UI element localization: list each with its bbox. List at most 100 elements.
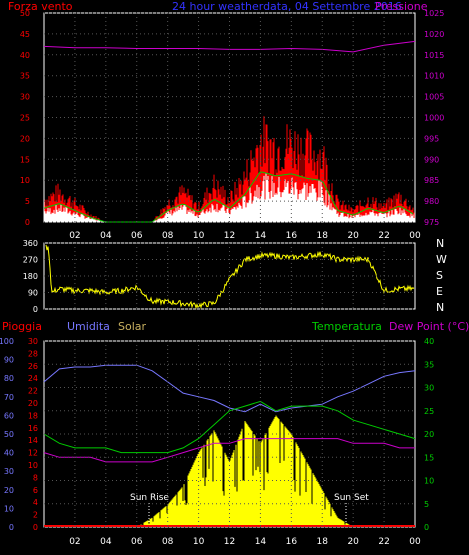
- legend-solar: Solar: [118, 320, 147, 333]
- header-left-label: Forza vento: [8, 0, 73, 13]
- direction-line: [45, 244, 415, 310]
- time-tick-label: 10: [193, 231, 205, 241]
- direction-compass-label: N: [436, 301, 444, 314]
- temperature-line: [43, 400, 416, 454]
- direction-compass-label: W: [436, 253, 447, 266]
- pressure-tick-label: 1005: [424, 93, 444, 102]
- pressure-tick-label: 1025: [424, 9, 444, 18]
- temperature-tick-label: 15: [424, 453, 434, 462]
- time-tick-label: 12: [224, 231, 235, 241]
- direction-tick-label: 180: [23, 272, 38, 281]
- time-tick-label: 04: [100, 537, 112, 547]
- rain-tick-label: 14: [28, 436, 38, 445]
- rain-tick-label: 30: [28, 337, 38, 346]
- rain-tick-label: 24: [28, 374, 38, 383]
- header-right-label: Pressione: [375, 0, 428, 13]
- time-tick-label: 06: [131, 537, 143, 547]
- rain-tick-label: 26: [28, 362, 38, 371]
- wind-tick-label: 35: [20, 72, 30, 81]
- pressure-tick-label: 995: [424, 134, 439, 143]
- direction-tick-label: 90: [28, 289, 38, 298]
- time-tick-label: 22: [378, 231, 389, 241]
- time-tick-label: 22: [378, 537, 389, 547]
- pressure-tick-label: 990: [424, 155, 439, 164]
- humidity-tick-label: 20: [4, 486, 14, 495]
- dewpoint-line: [43, 438, 415, 463]
- time-tick-label: 02: [69, 537, 80, 547]
- pressure-line: [43, 40, 416, 53]
- time-tick-label: 00: [409, 537, 421, 547]
- time-tick-label: 18: [317, 231, 329, 241]
- wind-tick-label: 25: [20, 114, 30, 123]
- wind-tick-label: 20: [20, 134, 30, 143]
- time-tick-label: 08: [162, 537, 174, 547]
- rain-tick-label: 22: [28, 387, 38, 396]
- rain-tick-label: 16: [28, 424, 38, 433]
- temperature-tick-label: 25: [424, 407, 434, 416]
- humidity-tick-label: 90: [4, 356, 14, 365]
- rain-tick-label: 2: [33, 511, 38, 520]
- temperature-tick-label: 35: [424, 360, 434, 369]
- rain-tick-label: 0: [33, 523, 38, 532]
- humidity-tick-label: 30: [4, 467, 14, 476]
- time-tick-label: 06: [131, 231, 143, 241]
- rain-tick-label: 4: [33, 498, 38, 507]
- time-tick-label: 16: [286, 537, 298, 547]
- wind-tick-label: 45: [20, 30, 30, 39]
- time-tick-label: 08: [162, 231, 174, 241]
- rain-tick-label: 8: [33, 473, 38, 482]
- wind-tick-label: 30: [20, 93, 30, 102]
- legend-dewpoint: Dew Point (°C): [389, 320, 469, 333]
- time-tick-label: 20: [347, 537, 359, 547]
- temperature-tick-label: 5: [424, 500, 429, 509]
- temperature-tick-label: 30: [424, 384, 434, 393]
- pressure-tick-label: 1020: [424, 30, 444, 39]
- direction-compass-label: E: [436, 285, 443, 298]
- sun-set-label: Sun Set: [334, 493, 369, 503]
- time-tick-label: 10: [193, 537, 205, 547]
- humidity-tick-label: 10: [4, 504, 14, 513]
- humidity-tick-label: 60: [4, 411, 14, 420]
- pressure-tick-label: 980: [424, 197, 439, 206]
- humidity-tick-label: 80: [4, 374, 14, 383]
- rain-tick-label: 18: [28, 411, 38, 420]
- temperature-tick-label: 10: [424, 477, 434, 486]
- wind-tick-label: 0: [25, 218, 30, 227]
- time-tick-label: 16: [286, 231, 298, 241]
- humidity-tick-label: 100: [0, 337, 14, 346]
- rain-tick-label: 6: [33, 486, 38, 495]
- humidity-line: [43, 364, 416, 413]
- chart-title: 24 hour weatherdata, 04 Settembre 2016: [172, 0, 402, 13]
- sun-rise-label: Sun Rise: [130, 493, 169, 503]
- time-tick-label: 12: [224, 537, 235, 547]
- rain-tick-label: 28: [28, 349, 38, 358]
- legend-humidity: Umidita: [67, 320, 110, 333]
- humidity-tick-label: 70: [4, 393, 14, 402]
- humidity-tick-label: 50: [4, 430, 14, 439]
- pressure-tick-label: 985: [424, 176, 439, 185]
- time-tick-label: 18: [317, 537, 329, 547]
- temperature-tick-label: 40: [424, 337, 434, 346]
- temperature-tick-label: 0: [424, 523, 429, 532]
- time-tick-label: 14: [255, 231, 267, 241]
- legend-temperature: Temperatura: [311, 320, 382, 333]
- direction-compass-label: N: [436, 237, 444, 250]
- wind-plot: [43, 40, 416, 223]
- direction-tick-label: 0: [33, 305, 38, 314]
- rain-tick-label: 10: [28, 461, 38, 470]
- wind-tick-label: 50: [20, 9, 30, 18]
- rain-tick-label: 20: [28, 399, 38, 408]
- humidity-tick-label: 0: [9, 523, 14, 532]
- direction-tick-label: 360: [23, 239, 38, 248]
- direction-plot: [45, 244, 415, 310]
- wind-tick-label: 15: [20, 155, 30, 164]
- pressure-tick-label: 1000: [424, 114, 444, 123]
- temperature-tick-label: 20: [424, 430, 434, 439]
- time-tick-label: 00: [409, 231, 421, 241]
- time-tick-label: 14: [255, 537, 267, 547]
- time-tick-label: 02: [69, 231, 80, 241]
- pressure-tick-label: 975: [424, 218, 439, 227]
- time-tick-label: 04: [100, 231, 112, 241]
- humidity-tick-label: 40: [4, 449, 14, 458]
